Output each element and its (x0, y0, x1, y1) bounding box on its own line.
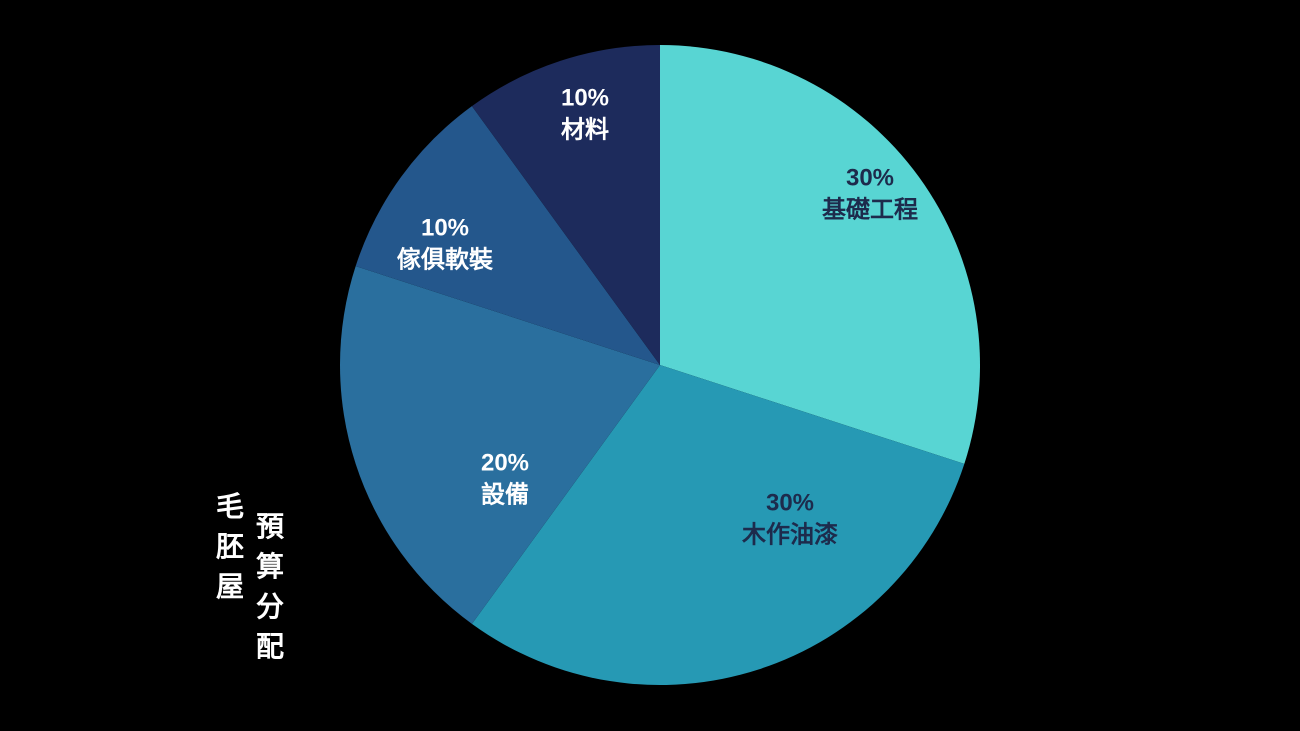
pie-slice-percent-0: 30% (822, 163, 918, 195)
pie-slice-percent-2: 20% (481, 448, 529, 480)
pie-slice-name-4: 材料 (561, 115, 609, 147)
pie-slice-label-4: 10%材料 (561, 83, 609, 148)
pie-slice-name-1: 木作油漆 (742, 520, 838, 552)
pie-chart (0, 0, 1300, 731)
pie-slice-name-3: 傢俱軟裝 (397, 245, 493, 277)
pie-slice-percent-3: 10% (397, 213, 493, 245)
pie-slice-label-1: 30%木作油漆 (742, 488, 838, 553)
pie-slice-label-2: 20%設備 (481, 448, 529, 513)
pie-slice-name-2: 設備 (481, 480, 529, 512)
chart-title-line2: 預算分配 (256, 505, 284, 665)
chart-title-line1: 毛胚屋 (216, 485, 244, 605)
pie-slice-percent-4: 10% (561, 83, 609, 115)
pie-slice-name-0: 基礎工程 (822, 195, 918, 227)
chart-stage: 30%基礎工程30%木作油漆20%設備10%傢俱軟裝10%材料 毛胚屋 預算分配 (0, 0, 1300, 731)
pie-slice-label-0: 30%基礎工程 (822, 163, 918, 228)
pie-slice-label-3: 10%傢俱軟裝 (397, 213, 493, 278)
pie-slice-percent-1: 30% (742, 488, 838, 520)
